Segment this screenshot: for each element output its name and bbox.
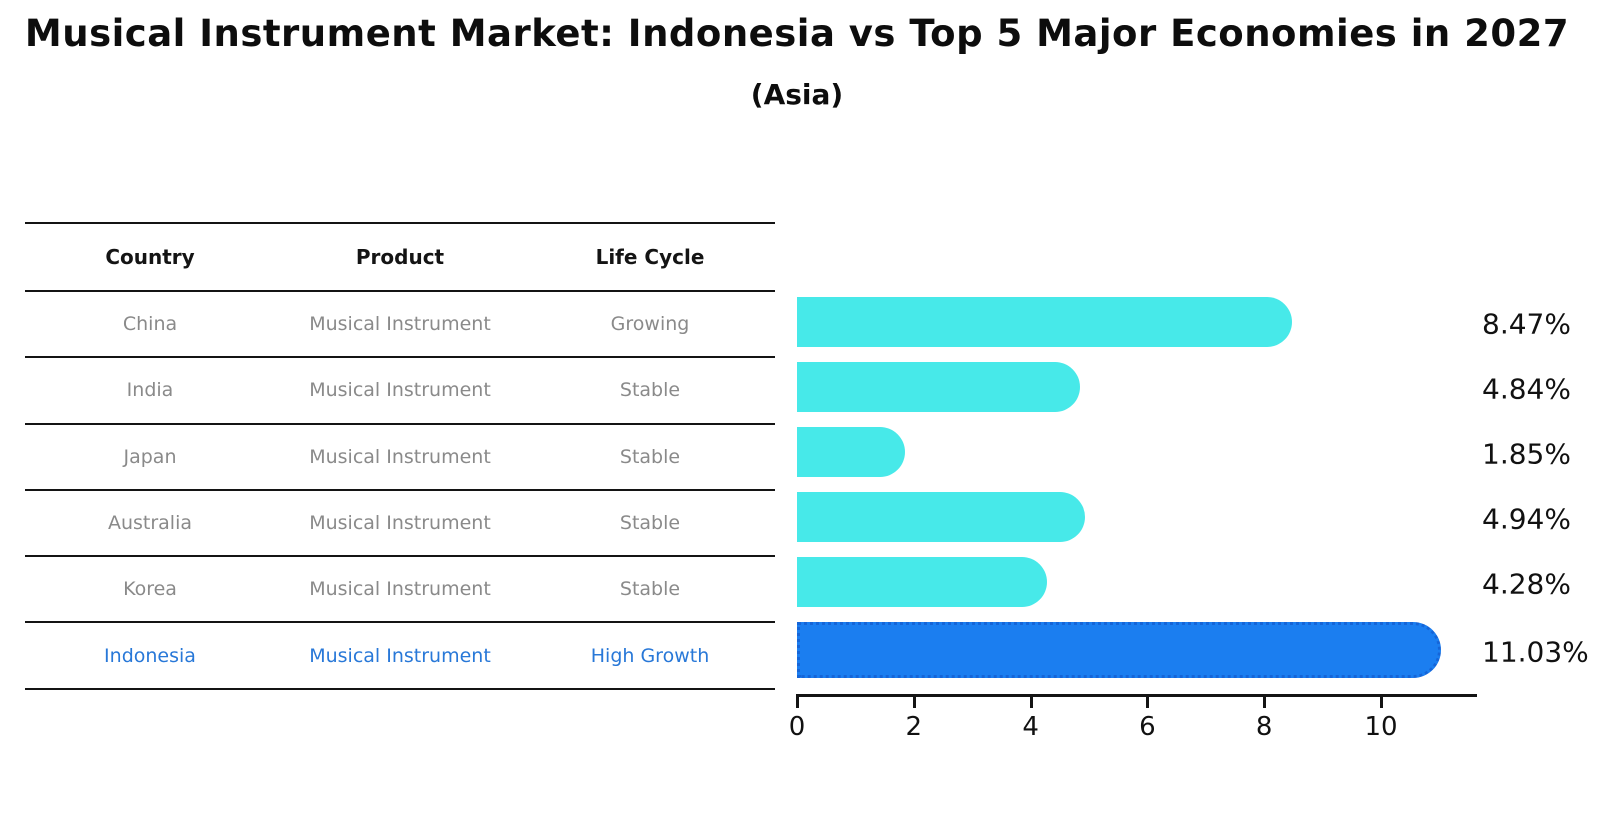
table-row-china: China Musical Instrument Growing (25, 292, 775, 359)
table-cell-life-cycle: High Growth (590, 644, 710, 667)
value-label-korea: 4.28% (1482, 567, 1571, 601)
table-cell-country: India (126, 379, 174, 402)
x-axis-tick (1263, 694, 1267, 708)
table-header-product: Product (355, 245, 445, 269)
bar-japan (797, 427, 906, 477)
chart-title: Musical Instrument Market: Indonesia vs … (24, 12, 1570, 55)
table-cell-country: Korea (123, 578, 177, 601)
x-axis-tick-label: 8 (1255, 712, 1273, 742)
bar-india (797, 362, 1080, 412)
table-cell-product: Musical Instrument (309, 644, 491, 667)
x-axis-tick-label: 4 (1022, 712, 1039, 742)
table-cell-product: Musical Instrument (309, 313, 491, 336)
table-cell-life-cycle: Stable (619, 512, 681, 535)
table-cell-country: Indonesia (104, 644, 196, 667)
x-axis-tick (1146, 694, 1150, 708)
table-cell-product: Musical Instrument (309, 379, 491, 402)
x-axis-tick-label: 10 (1364, 712, 1398, 742)
table-header-row: Country Product Life Cycle (25, 222, 775, 292)
data-table: Country Product Life Cycle China Musical … (25, 222, 775, 690)
x-axis-tick-label: 6 (1139, 712, 1156, 742)
value-label-indonesia: 11.03% (1482, 635, 1589, 669)
bar-indonesia (797, 622, 1442, 678)
value-label-australia: 4.94% (1482, 502, 1571, 536)
bar-australia (797, 492, 1086, 542)
table-header-country: Country (105, 245, 195, 269)
value-label-india: 4.84% (1482, 372, 1571, 406)
x-axis-tick (912, 694, 916, 708)
bar-china (797, 297, 1292, 347)
table-cell-country: China (122, 313, 178, 336)
table-cell-product: Musical Instrument (309, 445, 491, 468)
table-cell-product: Musical Instrument (309, 512, 491, 535)
table-cell-life-cycle: Stable (619, 379, 681, 402)
x-axis-tick (1029, 694, 1033, 708)
bar-korea (797, 557, 1047, 607)
value-label-china: 8.47% (1482, 307, 1571, 341)
table-cell-product: Musical Instrument (309, 578, 491, 601)
x-axis-tick (1380, 694, 1383, 708)
table-row-india: India Musical Instrument Stable (25, 358, 775, 425)
table-cell-country: Japan (123, 445, 177, 468)
table-header-life-cycle: Life Cycle (595, 245, 705, 269)
table-cell-life-cycle: Stable (619, 578, 681, 601)
table-row-indonesia: Indonesia Musical Instrument High Growth (25, 623, 775, 690)
table-cell-life-cycle: Growing (610, 313, 690, 336)
table-row-australia: Australia Musical Instrument Stable (25, 491, 775, 558)
x-axis-line (797, 694, 1477, 697)
chart-subtitle: (Asia) (750, 78, 844, 111)
value-label-japan: 1.85% (1482, 437, 1571, 471)
table-row-korea: Korea Musical Instrument Stable (25, 557, 775, 624)
table-cell-life-cycle: Stable (619, 445, 681, 468)
table-cell-country: Australia (107, 512, 193, 535)
x-axis-tick (796, 694, 799, 708)
x-axis-tick-label: 2 (905, 712, 923, 742)
x-axis-tick-label: 0 (788, 712, 806, 742)
table-row-japan: Japan Musical Instrument Stable (25, 425, 775, 491)
table-body: China Musical Instrument Growing India Music… (25, 292, 775, 690)
